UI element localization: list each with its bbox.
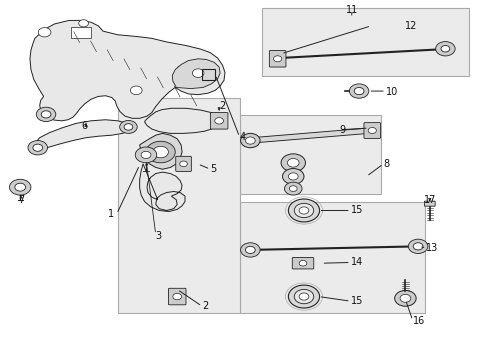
Polygon shape bbox=[172, 59, 220, 89]
Text: 5: 5 bbox=[210, 164, 216, 174]
Text: 2: 2 bbox=[219, 102, 225, 112]
Circle shape bbox=[281, 154, 305, 172]
Polygon shape bbox=[144, 108, 219, 134]
Text: 2: 2 bbox=[202, 301, 208, 311]
Circle shape bbox=[440, 45, 449, 52]
Circle shape bbox=[394, 291, 415, 306]
Polygon shape bbox=[140, 134, 182, 169]
Circle shape bbox=[172, 293, 181, 300]
Text: 13: 13 bbox=[426, 243, 438, 253]
Circle shape bbox=[412, 243, 422, 250]
Circle shape bbox=[9, 179, 31, 195]
Polygon shape bbox=[36, 120, 132, 155]
Circle shape bbox=[367, 127, 376, 134]
Circle shape bbox=[153, 146, 168, 158]
Text: 8: 8 bbox=[383, 159, 389, 169]
Circle shape bbox=[288, 199, 319, 222]
Text: 15: 15 bbox=[350, 296, 363, 306]
FancyBboxPatch shape bbox=[210, 113, 227, 129]
Circle shape bbox=[192, 69, 203, 77]
Polygon shape bbox=[140, 164, 184, 212]
Circle shape bbox=[135, 147, 157, 163]
FancyBboxPatch shape bbox=[292, 257, 313, 269]
FancyBboxPatch shape bbox=[363, 123, 380, 138]
Circle shape bbox=[289, 186, 297, 192]
Circle shape bbox=[79, 20, 88, 27]
FancyBboxPatch shape bbox=[269, 50, 285, 67]
Circle shape bbox=[407, 239, 427, 253]
Text: 12: 12 bbox=[405, 21, 417, 31]
Text: 3: 3 bbox=[156, 231, 162, 240]
Circle shape bbox=[399, 294, 410, 302]
Circle shape bbox=[435, 41, 454, 56]
Circle shape bbox=[299, 207, 308, 214]
Text: 1: 1 bbox=[107, 209, 114, 219]
Text: 11: 11 bbox=[345, 5, 357, 15]
Circle shape bbox=[288, 173, 298, 180]
Circle shape bbox=[240, 134, 260, 148]
Text: 17: 17 bbox=[423, 195, 435, 205]
Circle shape bbox=[287, 158, 299, 167]
FancyBboxPatch shape bbox=[168, 288, 185, 305]
Circle shape bbox=[282, 168, 304, 184]
Circle shape bbox=[33, 144, 42, 151]
Circle shape bbox=[299, 293, 308, 300]
Bar bbox=[239, 116, 380, 194]
Text: 6: 6 bbox=[81, 121, 87, 131]
Circle shape bbox=[124, 124, 133, 130]
FancyBboxPatch shape bbox=[175, 156, 191, 171]
Circle shape bbox=[299, 260, 306, 266]
Circle shape bbox=[245, 246, 255, 253]
Circle shape bbox=[141, 151, 151, 158]
Bar bbox=[118, 98, 239, 313]
Circle shape bbox=[180, 161, 187, 167]
Bar bbox=[71, 27, 91, 39]
Polygon shape bbox=[30, 21, 224, 121]
Circle shape bbox=[273, 56, 281, 62]
Text: 14: 14 bbox=[350, 257, 362, 267]
Circle shape bbox=[348, 84, 368, 98]
Circle shape bbox=[240, 243, 260, 257]
Circle shape bbox=[41, 111, 51, 118]
Circle shape bbox=[36, 107, 56, 122]
Circle shape bbox=[28, 140, 47, 155]
Circle shape bbox=[38, 28, 51, 37]
Circle shape bbox=[294, 289, 313, 304]
Circle shape bbox=[177, 66, 184, 72]
FancyBboxPatch shape bbox=[424, 201, 434, 206]
Circle shape bbox=[146, 141, 175, 163]
Bar bbox=[261, 8, 468, 76]
Text: 16: 16 bbox=[412, 316, 424, 325]
Circle shape bbox=[120, 121, 137, 134]
Circle shape bbox=[214, 118, 223, 124]
Text: 10: 10 bbox=[385, 87, 397, 97]
Circle shape bbox=[130, 86, 142, 95]
Text: 7: 7 bbox=[19, 195, 25, 205]
Circle shape bbox=[284, 182, 302, 195]
Text: 9: 9 bbox=[339, 125, 345, 135]
Text: 15: 15 bbox=[350, 206, 363, 216]
Circle shape bbox=[245, 137, 255, 144]
Circle shape bbox=[353, 87, 363, 95]
Text: 4: 4 bbox=[239, 132, 245, 142]
Circle shape bbox=[15, 183, 25, 191]
Circle shape bbox=[288, 285, 319, 308]
Bar bbox=[239, 202, 424, 313]
Circle shape bbox=[294, 203, 313, 218]
